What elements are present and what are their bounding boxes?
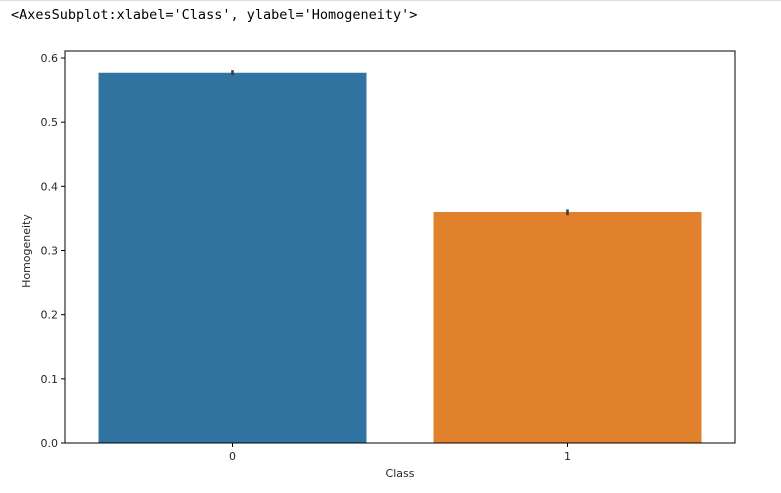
y-tick-marks	[61, 57, 65, 444]
y-tick-labels: 0.0 0.1 0.2 0.3 0.4 0.5 0.6	[41, 52, 59, 450]
y-tick-label: 0.1	[41, 373, 59, 386]
x-tick-label: 0	[229, 450, 236, 463]
x-tick-label: 1	[564, 450, 571, 463]
x-tick-marks	[232, 443, 568, 447]
plot-frame	[64, 50, 736, 444]
bars	[98, 72, 702, 443]
y-tick-label: 0.5	[41, 116, 59, 129]
y-tick-label: 0.6	[41, 52, 59, 65]
bar-1	[433, 212, 702, 443]
x-axis-label: Class	[386, 467, 415, 480]
y-tick-label: 0.2	[41, 309, 59, 322]
y-tick-label: 0.0	[41, 437, 59, 450]
bar-0	[98, 72, 367, 443]
error-bars	[231, 70, 569, 216]
y-tick-label: 0.4	[41, 180, 59, 193]
y-axis-label: Homogeneity	[20, 214, 33, 288]
y-tick-label: 0.3	[41, 245, 59, 258]
output-repr-text: <AxesSubplot:xlabel='Class', ylabel='Hom…	[11, 7, 418, 23]
cell-divider	[0, 0, 781, 1]
